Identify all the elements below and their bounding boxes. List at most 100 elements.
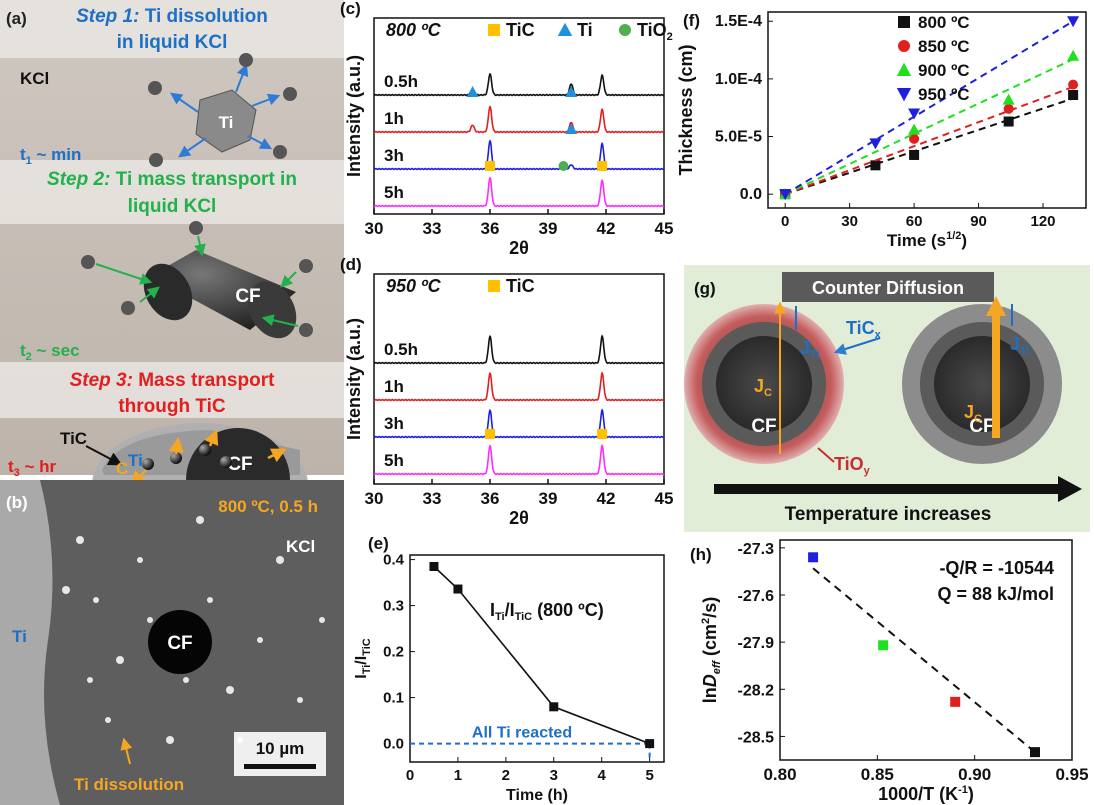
trace-label-1h: 1h — [384, 377, 404, 396]
legend-text: TiC — [506, 276, 535, 296]
legend-text: Ti — [577, 20, 593, 40]
ann-i: I — [490, 600, 495, 620]
all-ti-reacted-note: All Ti reacted — [472, 725, 572, 742]
data-point-3 — [869, 138, 882, 150]
legend-label: 900 ºC — [918, 61, 970, 80]
xrd-trace-3h — [373, 408, 665, 439]
x-tick-label: 30 — [365, 489, 384, 508]
chart-label: (h) — [690, 545, 712, 564]
temperature-label: Temperature increases — [785, 504, 992, 525]
x-axis-label: 2θ — [509, 238, 529, 258]
plot-frame — [779, 539, 1073, 761]
temperature-arrow-bar — [714, 484, 1060, 494]
data-point-0 — [870, 160, 881, 171]
t1-label: t1 ~ min — [20, 145, 81, 167]
dissolution-label: Ti dissolution — [74, 775, 184, 794]
x-tick-label: 42 — [597, 489, 616, 508]
data-point-2 — [1067, 49, 1080, 61]
trace-label-0.5h: 0.5h — [384, 340, 418, 359]
x-tick-label: 45 — [655, 219, 674, 238]
y-axis-label: Thickness (cm) — [676, 44, 696, 175]
trace-label-3h: 3h — [384, 146, 404, 165]
trace-label-3h: 3h — [384, 414, 404, 433]
x-tick-label: 39 — [539, 219, 558, 238]
x-label-main: 1000/T (K — [878, 784, 958, 804]
legend-text: TiC — [506, 20, 535, 40]
ti-spheres — [142, 444, 232, 470]
panel-a-label: (a) — [6, 9, 27, 28]
ti-region — [0, 480, 60, 805]
x-tick-label: 3 — [550, 767, 558, 784]
chart-label: (d) — [340, 255, 362, 274]
legend-marker — [896, 88, 912, 102]
step2-line2: liquid KCl — [128, 196, 217, 217]
data-point-2 — [1002, 93, 1015, 105]
step3-banner — [0, 362, 344, 418]
x-label-main: Time (s — [887, 231, 946, 250]
data-point — [878, 640, 889, 651]
phase-marker-TiC — [485, 161, 495, 171]
ratio-line — [433, 565, 650, 745]
ti-atom-clusters — [148, 53, 297, 167]
step1-line2: in liquid KCl — [117, 32, 228, 53]
chart-label: (e) — [368, 534, 389, 553]
legend-label: Ti — [577, 20, 593, 40]
ticx-pointer — [833, 337, 881, 355]
x-tick-label: 60 — [906, 213, 923, 230]
fit-line-1 — [784, 86, 1074, 196]
panel-b: CF (b) 800 ºC, 0.5 h KCl Ti 10 µm Ti dis… — [0, 480, 344, 805]
ann-sub2: TiC — [515, 611, 533, 623]
y-label-unit: (cm — [700, 624, 720, 661]
annotation-0: -Q/R = -10544 — [939, 558, 1054, 578]
dissolution-arrows — [170, 63, 281, 158]
legend-label: TiO2 — [637, 20, 673, 43]
x-tick-label: 0.80 — [763, 765, 796, 784]
ticx-label: TiCx — [846, 318, 882, 341]
step3-line2: through TiC — [118, 396, 226, 417]
legend-marker — [488, 24, 500, 36]
step3-line1: Step 3: Mass transport — [70, 370, 276, 391]
legend-label: TiC — [506, 20, 535, 40]
x-tick-label: 0.85 — [861, 765, 894, 784]
phase-marker-Ti — [565, 86, 578, 97]
phase-marker-TiO2 — [558, 161, 569, 171]
y-tick-label: -28.2 — [738, 682, 775, 699]
y-axis-label: Intensity (a.u.) — [344, 55, 364, 177]
ti-region-label: Ti — [12, 627, 27, 646]
data-point-3 — [1067, 16, 1080, 28]
chart-c: 30 33 36 39 42 45 2θ Intensity (a.u.) (c) 800 ºC T… — [340, 0, 673, 258]
x-tick-label: 90 — [970, 213, 987, 230]
x-tick-label: 0 — [781, 213, 789, 230]
cf-cross-section — [148, 610, 212, 674]
x-axis-label: 2θ — [509, 508, 529, 528]
tioy-pointer — [817, 447, 835, 463]
trace-label-0.5h: 0.5h — [384, 72, 418, 91]
y-tick-label: 0.0 — [740, 186, 762, 203]
plot-frame — [373, 273, 665, 485]
x-tick-label: 5 — [645, 767, 653, 784]
x-tick-label: 0.95 — [1055, 765, 1088, 784]
phase-marker-TiC — [597, 429, 608, 439]
y-tick-label: 0.1 — [383, 690, 404, 707]
x-label-end: ) — [961, 231, 967, 250]
right-jti-label: JTi — [1010, 334, 1030, 357]
legend-text: TiO — [637, 20, 667, 40]
x-tick-label: 30 — [365, 219, 384, 238]
left-cf-label: CF — [751, 416, 776, 437]
data-point-0 — [1068, 90, 1079, 101]
data-point-2 — [908, 123, 921, 135]
trace-label-1h: 1h — [384, 109, 404, 128]
annotation-1: Q = 88 kJ/mol — [937, 584, 1054, 604]
chart-label: (f) — [683, 11, 700, 30]
left-jc-label: JC — [754, 376, 772, 399]
y-tick-label: -27.6 — [738, 588, 775, 605]
y-tick-label: -28.5 — [738, 729, 775, 746]
data-point — [549, 702, 559, 712]
step2-line1: Step 2: Ti mass transport in — [47, 169, 297, 190]
scale-bar-text: 10 µm — [256, 739, 305, 758]
x-label-sup: 1/2 — [946, 230, 961, 242]
xrd-trace-3h — [373, 139, 665, 171]
y-tick-label: -27.3 — [738, 541, 775, 558]
ti-particle — [195, 89, 257, 153]
